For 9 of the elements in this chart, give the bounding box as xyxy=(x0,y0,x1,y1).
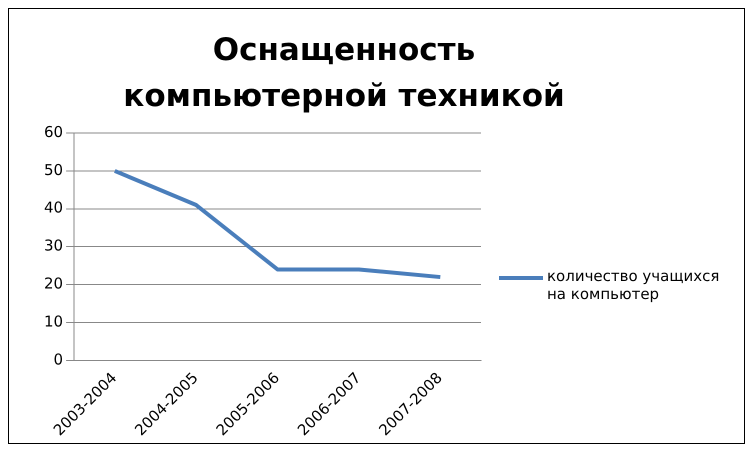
legend-label: количество учащихся на компьютер xyxy=(547,267,720,303)
y-tick-label: 0 xyxy=(54,350,64,368)
chart-title: Оснащенность компьютерной техникой xyxy=(122,31,566,116)
y-tick-label: 20 xyxy=(44,274,64,293)
y-tick-label: 10 xyxy=(44,312,64,330)
y-tick-label: 60 xyxy=(44,122,64,141)
y-tick-label: 50 xyxy=(44,160,64,179)
y-tick-label: 30 xyxy=(44,236,64,255)
y-tick-label: 40 xyxy=(44,198,64,217)
